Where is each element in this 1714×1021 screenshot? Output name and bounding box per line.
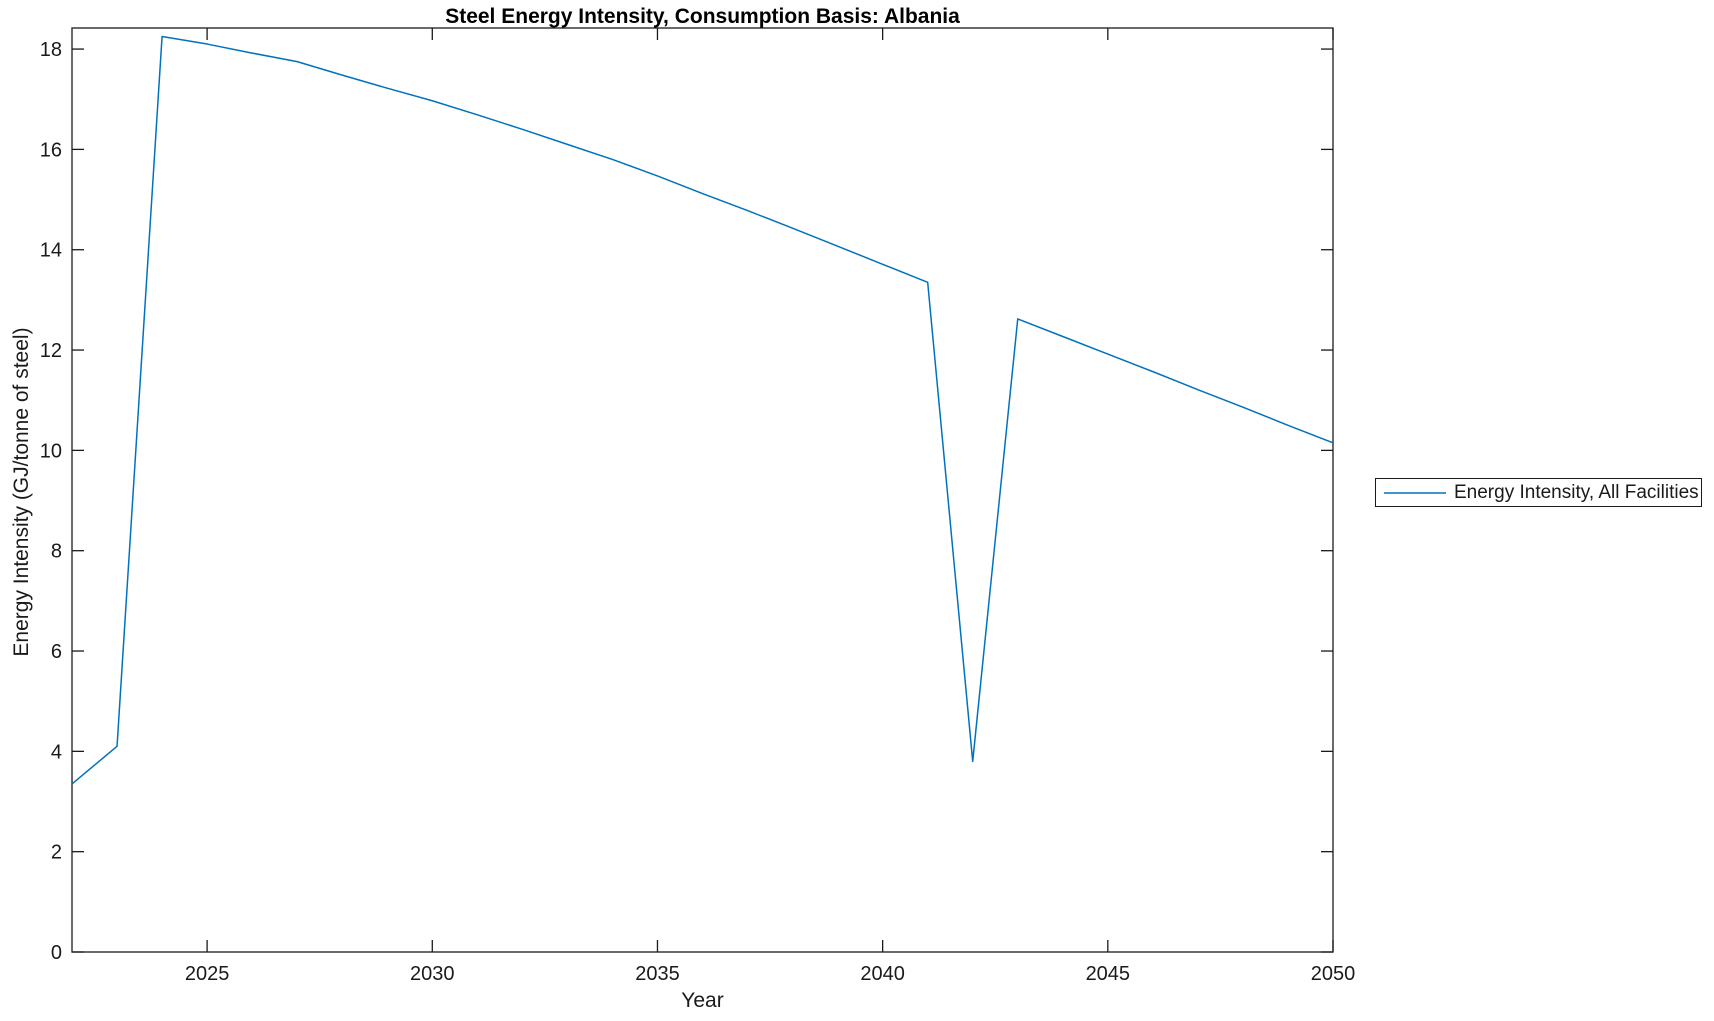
legend: Energy Intensity, All Facilities — [1375, 478, 1702, 507]
x-tick-label: 2035 — [635, 963, 680, 985]
y-tick-label: 14 — [40, 240, 62, 262]
axes-box — [71, 27, 1334, 953]
x-axis-label: Year — [681, 989, 724, 1012]
y-tick-label: 0 — [51, 942, 62, 964]
y-tick-label: 10 — [40, 440, 62, 462]
series-line — [71, 35, 1334, 785]
x-tick-label: 2045 — [1086, 963, 1131, 985]
x-tick-label: 2040 — [860, 963, 905, 985]
x-tick-label: 2050 — [1311, 963, 1356, 985]
x-tick-label: 2030 — [410, 963, 455, 985]
legend-line-sample-icon — [1384, 491, 1446, 494]
y-tick-label: 2 — [51, 842, 62, 864]
y-tick-label: 18 — [40, 39, 62, 61]
y-tick-label: 8 — [51, 541, 62, 563]
y-tick-label: 4 — [51, 741, 62, 763]
legend-entry-label: Energy Intensity, All Facilities — [1454, 481, 1699, 503]
chart-title: Steel Energy Intensity, Consumption Basi… — [445, 5, 960, 28]
y-axis-label: Energy Intensity (GJ/tonne of steel) — [10, 327, 33, 657]
y-tick-label: 12 — [40, 340, 62, 362]
y-tick-label: 6 — [51, 641, 62, 663]
y-tick-label: 16 — [40, 139, 62, 161]
x-tick-label: 2025 — [185, 963, 230, 985]
